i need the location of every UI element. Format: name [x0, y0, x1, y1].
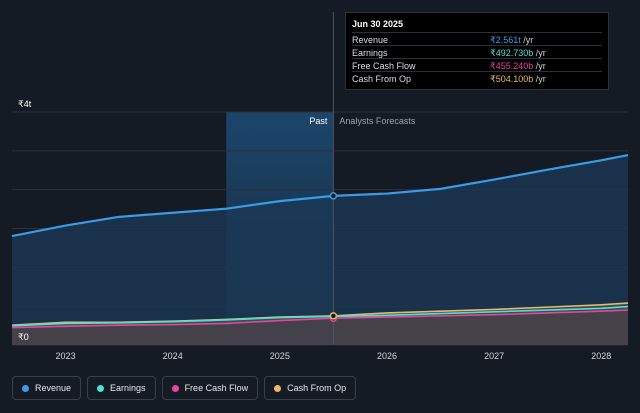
legend-label: Free Cash Flow: [184, 383, 249, 393]
tooltip-value-number: ₹504.100b: [490, 74, 534, 84]
tooltip-row-revenue: Revenue ₹2.561t /yr: [352, 32, 602, 46]
legend-dot-icon: [274, 384, 282, 392]
tooltip-unit: /yr: [533, 61, 546, 71]
tooltip-value: ₹455.240b /yr: [490, 61, 546, 72]
free-cash-flow-area: [12, 310, 628, 345]
tooltip-row-free-cash-flow: Free Cash Flow ₹455.240b /yr: [352, 58, 602, 72]
legend-label: Cash From Op: [287, 383, 347, 393]
y-tick-label-zero: ₹0: [18, 332, 29, 342]
tooltip-label: Cash From Op: [352, 74, 412, 84]
cash-from-op-marker: [329, 312, 338, 320]
revenue-area: [12, 155, 628, 345]
tooltip-value-number: ₹2.561t: [490, 35, 521, 45]
x-tick-label: 2028: [591, 351, 611, 361]
tooltip-value: ₹492.730b /yr: [490, 48, 546, 59]
tooltip-unit: /yr: [520, 35, 534, 45]
x-tick-label: 2023: [56, 351, 76, 361]
tooltip-label: Revenue: [352, 35, 389, 45]
legend-dot-icon: [97, 384, 105, 392]
legend-label: Revenue: [35, 383, 72, 393]
tooltip-label: Earnings: [352, 48, 388, 58]
hover-tooltip: Jun 30 2025 Revenue ₹2.561t /yr Earnings…: [345, 12, 609, 90]
tooltip-value-number: ₹492.730b: [490, 48, 534, 58]
legend-dot-icon: [171, 384, 179, 392]
forecast-label: Analysts Forecasts: [339, 116, 416, 126]
past-label: Past: [309, 116, 328, 126]
legend-item-earnings[interactable]: Earnings: [87, 376, 156, 400]
revenue-marker: [329, 192, 338, 200]
tooltip-date: Jun 30 2025: [352, 19, 404, 29]
x-tick-label: 2026: [377, 351, 397, 361]
y-tick-label-top: ₹4t: [18, 99, 32, 109]
tooltip-row-cash-from-op: Cash From Op ₹504.100b /yr: [352, 71, 602, 85]
tooltip-value-number: ₹455.240b: [490, 61, 534, 71]
legend-item-cash-from-op[interactable]: Cash From Op: [264, 376, 357, 400]
tooltip-value: ₹504.100b /yr: [490, 74, 546, 85]
tooltip-value: ₹2.561t /yr: [490, 35, 533, 46]
x-tick-label: 2025: [270, 351, 290, 361]
tooltip-row-earnings: Earnings ₹492.730b /yr: [352, 45, 602, 59]
tooltip-label: Free Cash Flow: [352, 61, 416, 71]
tooltip-unit: /yr: [533, 48, 546, 58]
x-tick-label: 2024: [163, 351, 183, 361]
legend-item-revenue[interactable]: Revenue: [12, 376, 82, 400]
x-tick-label: 2027: [484, 351, 504, 361]
tooltip-unit: /yr: [533, 74, 546, 84]
legend-label: Earnings: [110, 383, 146, 393]
legend-item-free-cash-flow[interactable]: Free Cash Flow: [161, 376, 259, 400]
legend-dot-icon: [22, 384, 29, 392]
chart-legend: Revenue Earnings Free Cash Flow Cash Fro…: [12, 376, 357, 400]
